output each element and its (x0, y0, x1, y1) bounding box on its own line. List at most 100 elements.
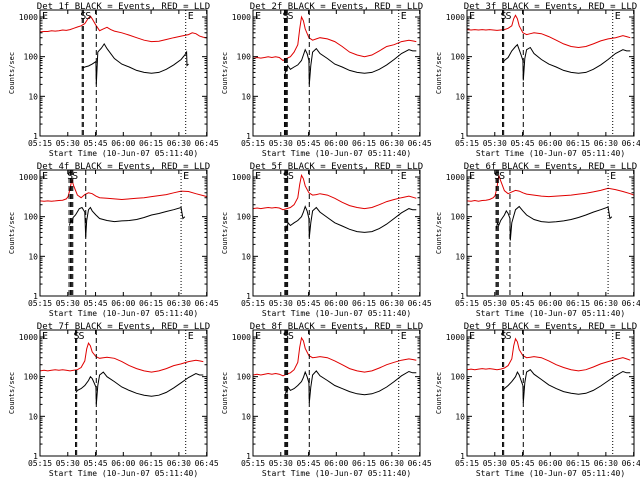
end-e-marker: E (615, 11, 621, 22)
x-axis-label: Start Time (10-Jun-07 05:11:40) (49, 309, 198, 318)
y-tick-label: 100 (24, 213, 39, 222)
flare-s-marker: S (283, 171, 289, 182)
x-tick-label: 06:30 (594, 459, 618, 468)
y-tick-label: 100 (237, 53, 252, 62)
y-axis-label: Counts/sec (221, 372, 229, 414)
plot-frame (39, 169, 208, 297)
y-tick-label: 1 (246, 292, 251, 301)
panel-title: Det 4f BLACK = Events, RED = LLD (37, 162, 210, 172)
series-lld-line (39, 15, 208, 43)
x-tick-label: 05:30 (56, 139, 80, 148)
panel-title: Det 5f BLACK = Events, RED = LLD (250, 162, 423, 172)
y-tick-label: 10 (241, 252, 251, 261)
x-tick-label: 05:45 (510, 139, 534, 148)
y-axis-label: Counts/sec (221, 212, 229, 254)
x-tick-label: 06:45 (622, 459, 640, 468)
start-e-marker: E (42, 171, 48, 182)
flare-s-marker: S (288, 171, 294, 182)
panel-title: Det 6f BLACK = Events, RED = LLD (464, 162, 637, 172)
y-tick-label: 1000 (446, 173, 465, 182)
flare-s-marker: S (501, 331, 507, 342)
end-e-marker: E (401, 171, 407, 182)
x-tick-label: 05:45 (296, 299, 320, 308)
plot-frame (252, 9, 421, 137)
x-axis-label: Start Time (10-Jun-07 05:11:40) (476, 149, 625, 158)
plot-frame (252, 169, 421, 297)
x-tick-label: 05:15 (28, 139, 52, 148)
flare-s-marker: S (506, 331, 512, 342)
end-e-marker: E (188, 11, 194, 22)
y-tick-label: 1 (33, 452, 38, 461)
x-tick-label: 06:30 (594, 299, 618, 308)
start-e-marker: E (255, 171, 261, 182)
y-tick-label: 1 (33, 132, 38, 141)
y-axis-label: Counts/sec (435, 372, 443, 414)
flare-s-marker: S (67, 171, 73, 182)
x-tick-label: 06:00 (324, 459, 348, 468)
series-events-line (284, 47, 417, 85)
series-events-line (68, 206, 186, 238)
y-tick-label: 100 (451, 373, 466, 382)
y-tick-label: 1 (460, 292, 465, 301)
flare-s-marker: S (287, 11, 293, 22)
y-tick-label: 1 (460, 452, 465, 461)
x-tick-label: 06:15 (352, 299, 376, 308)
x-tick-label: 06:30 (594, 139, 618, 148)
series-lld-line (39, 179, 208, 202)
y-tick-label: 100 (451, 213, 466, 222)
x-tick-label: 06:15 (566, 299, 590, 308)
series-lld-line (39, 341, 204, 373)
start-e-marker: E (469, 331, 475, 342)
x-tick-label: 05:30 (269, 139, 293, 148)
x-tick-label: 05:15 (455, 139, 479, 148)
y-axis-label: Counts/sec (8, 372, 16, 414)
y-tick-label: 1000 (232, 13, 251, 22)
flare-s-marker: S (80, 11, 86, 22)
series-events-line (284, 205, 417, 238)
series-events-line (82, 42, 189, 85)
y-tick-label: 100 (451, 53, 466, 62)
x-tick-label: 05:30 (483, 459, 507, 468)
x-tick-label: 05:30 (56, 459, 80, 468)
start-e-marker: E (255, 11, 261, 22)
y-tick-label: 10 (28, 412, 38, 421)
x-tick-label: 06:00 (538, 139, 562, 148)
x-tick-label: 05:15 (241, 299, 265, 308)
y-tick-label: 10 (28, 92, 38, 101)
flare-s-marker: S (282, 11, 288, 22)
x-tick-label: 06:00 (324, 139, 348, 148)
x-tick-label: 06:45 (195, 459, 219, 468)
x-tick-label: 06:15 (352, 139, 376, 148)
plot-frame (466, 329, 635, 457)
series-events-line (75, 371, 204, 405)
y-axis-label: Counts/sec (8, 212, 16, 254)
panel-title: Det 9f BLACK = Events, RED = LLD (464, 322, 637, 332)
x-tick-label: 06:30 (380, 299, 404, 308)
x-tick-label: 06:15 (566, 139, 590, 148)
y-tick-label: 100 (237, 213, 252, 222)
x-axis-label: Start Time (10-Jun-07 05:11:40) (476, 309, 625, 318)
x-tick-label: 06:45 (408, 459, 432, 468)
x-axis-label: Start Time (10-Jun-07 05:11:40) (49, 469, 198, 478)
series-events-line (284, 370, 417, 403)
series-events-line (495, 205, 613, 241)
x-tick-label: 06:45 (622, 299, 640, 308)
panel-title: Det 8f BLACK = Events, RED = LLD (250, 322, 423, 332)
y-axis-label: Counts/sec (8, 52, 16, 94)
y-tick-label: 10 (28, 252, 38, 261)
series-events-line (502, 43, 631, 81)
series-lld-line (252, 336, 417, 377)
x-tick-label: 06:45 (622, 139, 640, 148)
end-e-marker: E (401, 331, 407, 342)
x-tick-label: 06:30 (167, 139, 191, 148)
x-tick-label: 06:45 (408, 299, 432, 308)
x-tick-label: 05:30 (483, 139, 507, 148)
x-tick-label: 05:15 (241, 459, 265, 468)
x-tick-label: 06:30 (167, 459, 191, 468)
